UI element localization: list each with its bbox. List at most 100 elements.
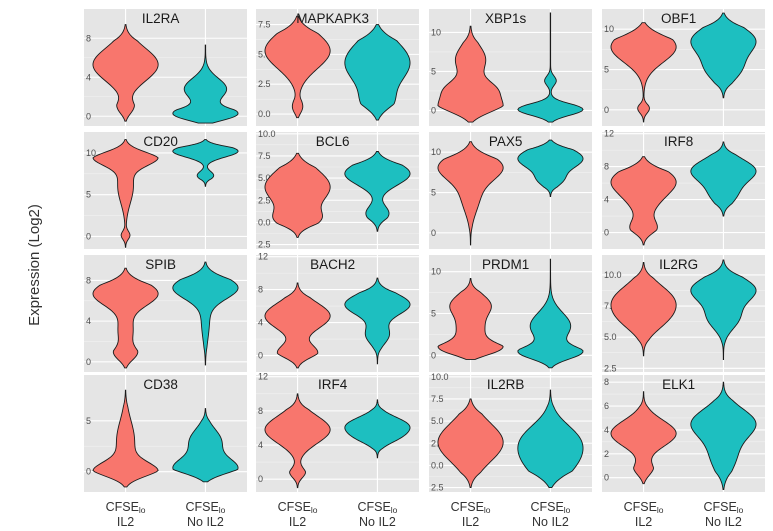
panel-title: BCL6 (316, 134, 350, 149)
violin-xbp1s-group-1 (437, 25, 504, 123)
violin-bcl6-group-1 (264, 152, 331, 238)
panel-title: IL2RA (142, 11, 180, 26)
violin-il2rb-group-1 (437, 398, 504, 489)
y-tick-label: 0 (431, 350, 436, 360)
x-tick-label-line2: No IL2 (705, 515, 742, 529)
y-tick-label: 0 (604, 228, 609, 238)
violin-spib-group-1 (92, 267, 159, 369)
violin-irf4-group-2 (344, 399, 411, 459)
y-tick-label: 10.0 (258, 129, 276, 139)
violin-mapkapk3-group-1 (264, 15, 331, 119)
violin-pax5-group-2 (517, 139, 584, 197)
violin-prdm1-group-1 (437, 277, 504, 360)
panel-cd20: 0 5 10 CD20 (84, 132, 247, 249)
panel-mapkapk3: 0.0 2.5 5.0 7.5 MAPKAPK3 (256, 9, 419, 126)
y-tick-label: 0 (604, 105, 609, 115)
y-tick-label: 0.0 (431, 460, 444, 470)
panel-title: PRDM1 (482, 257, 529, 272)
violin-pax5-group-1 (437, 141, 504, 246)
y-tick-label: 4 (258, 318, 263, 328)
panel-cd38: 0 5 CD38 (84, 375, 247, 492)
y-tick-label: 2.5 (604, 363, 617, 373)
x-tick-label-line2: IL2 (117, 515, 134, 529)
y-tick-label: 5.0 (258, 49, 271, 59)
panel-title: OBF1 (661, 11, 696, 26)
violin-il2ra-group-2 (172, 44, 239, 124)
y-tick-label: 0 (258, 351, 263, 361)
violin-bach2-group-1 (264, 282, 331, 369)
y-tick-label: 2.5 (258, 240, 271, 250)
violin-il2rg-group-1 (610, 262, 677, 357)
panel-irf8: 0 4 8 12 IRF8 (602, 129, 765, 249)
x-tick-label-line2: IL2 (635, 515, 652, 529)
y-tick-label: 5.0 (604, 332, 617, 342)
y-tick-label: 10 (431, 147, 441, 157)
y-tick-label: 12 (258, 252, 268, 262)
panel-bcl6: 2.5 0.0 2.5 5.0 7.5 10.0 BCL6 (256, 129, 419, 250)
violin-bcl6-group-2 (344, 151, 411, 232)
y-tick-label: 10 (86, 148, 96, 158)
panel-irf4: 0 4 8 12 IRF4 (256, 372, 419, 492)
panel-title: ELK1 (662, 377, 695, 392)
panel-il2rg: 2.5 5.0 7.5 10.0 IL2RG (602, 255, 765, 373)
y-tick-label: 0 (86, 467, 91, 477)
violin-irf8-group-1 (610, 156, 677, 246)
violin-cd20-group-2 (172, 139, 239, 187)
y-tick-label: 0 (86, 231, 91, 241)
violin-bach2-group-2 (344, 277, 411, 365)
x-tick-label: CFSElo (703, 500, 743, 515)
violin-obf1-group-1 (610, 22, 677, 123)
y-tick-label: 4 (604, 195, 609, 205)
x-tick-label-line2: IL2 (462, 515, 479, 529)
y-tick-label: 2.5 (431, 438, 444, 448)
y-tick-label: 0 (86, 111, 91, 121)
panel-prdm1: 0 5 10 PRDM1 (429, 255, 592, 372)
panel-title: IRF8 (664, 134, 693, 149)
y-tick-label: 12 (258, 372, 268, 382)
y-tick-label: 0 (258, 474, 263, 484)
panel-pax5: 0 5 10 PAX5 (429, 132, 592, 249)
y-tick-label: 2.5 (258, 79, 271, 89)
y-tick-label: 5 (431, 309, 436, 319)
panel-background (84, 255, 247, 372)
y-tick-label: 4 (86, 72, 91, 82)
panel-il2ra: 0 4 8 IL2RA (84, 9, 247, 126)
x-tick-label: CFSElo (624, 500, 664, 515)
y-tick-label: 0 (86, 357, 91, 367)
y-tick-label: 8 (604, 377, 609, 387)
panel-title: IRF4 (318, 377, 348, 392)
y-tick-label: 0.0 (258, 109, 271, 119)
y-tick-label: 6 (604, 401, 609, 411)
panel-title: PAX5 (489, 134, 523, 149)
violin-irf8-group-2 (690, 141, 757, 217)
panel-obf1: 0 5 10 OBF1 (602, 9, 765, 126)
y-tick-label: 5 (431, 66, 436, 76)
y-tick-label: 10 (604, 24, 614, 34)
y-axis-title: Expression (Log2) (26, 204, 43, 326)
panel-title: IL2RB (487, 377, 525, 392)
violin-il2ra-group-1 (92, 24, 159, 122)
violin-cd38-group-2 (172, 408, 239, 483)
panel-xbp1s: 0 5 10 XBP1s (429, 9, 592, 126)
y-tick-label: 10 (431, 27, 441, 37)
y-tick-label: 10 (431, 267, 441, 277)
y-tick-label: 8 (86, 33, 91, 43)
y-tick-label: 5 (86, 190, 91, 200)
y-tick-label: 4 (86, 316, 91, 326)
violin-xbp1s-group-2 (517, 12, 584, 123)
panel-title: SPIB (145, 257, 176, 272)
panel-title: CD20 (143, 134, 178, 149)
violin-mapkapk3-group-2 (344, 24, 411, 121)
x-tick-label-line2: IL2 (289, 515, 306, 529)
violin-cd38-group-1 (92, 389, 159, 488)
y-tick-label: 10.0 (431, 372, 449, 382)
y-tick-label: 0.0 (258, 217, 271, 227)
y-tick-label: 5.0 (431, 416, 444, 426)
panel-title: MAPKAPK3 (296, 11, 369, 26)
panel-title: BACH2 (310, 257, 355, 272)
violin-obf1-group-2 (690, 12, 757, 99)
y-tick-label: 10.0 (604, 270, 622, 280)
x-tick-label: CFSElo (530, 500, 570, 515)
y-tick-label: 8 (258, 406, 263, 416)
